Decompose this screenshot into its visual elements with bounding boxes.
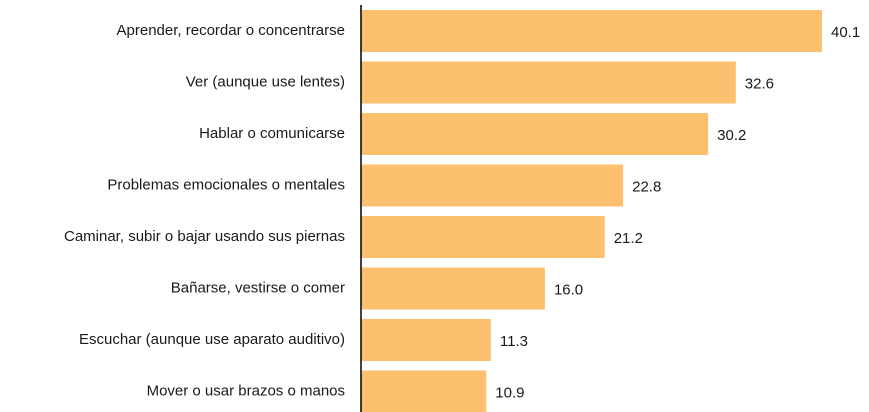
data-label: 30.2 (717, 127, 746, 144)
y-tick-label: Caminar, subir o bajar usando sus pierna… (64, 228, 345, 245)
data-label: 22.8 (632, 178, 661, 195)
bar (361, 10, 822, 52)
y-tick-label: Escuchar (aunque use aparato auditivo) (79, 331, 345, 348)
data-label: 11.3 (500, 333, 528, 350)
data-label: 21.2 (614, 230, 643, 247)
data-label: 10.9 (495, 384, 524, 401)
y-tick-label: Aprender, recordar o concentrarse (117, 22, 345, 39)
y-tick-label: Bañarse, vestirse o comer (171, 279, 345, 296)
bar (361, 319, 491, 361)
y-tick-label: Hablar o comunicarse (199, 125, 345, 142)
data-label: 16.0 (554, 281, 583, 298)
bar (361, 370, 487, 412)
bar (361, 61, 736, 104)
bar (361, 216, 605, 258)
y-tick-label: Problemas emocionales o mentales (107, 176, 345, 193)
bar (361, 267, 545, 310)
bar (361, 113, 709, 155)
y-tick-label: Ver (aunque use lentes) (186, 73, 345, 90)
data-label: 40.1 (831, 24, 860, 41)
y-tick-label: Mover o usar brazos o manos (147, 382, 345, 399)
data-label: 32.6 (745, 75, 774, 92)
bar (361, 164, 624, 207)
